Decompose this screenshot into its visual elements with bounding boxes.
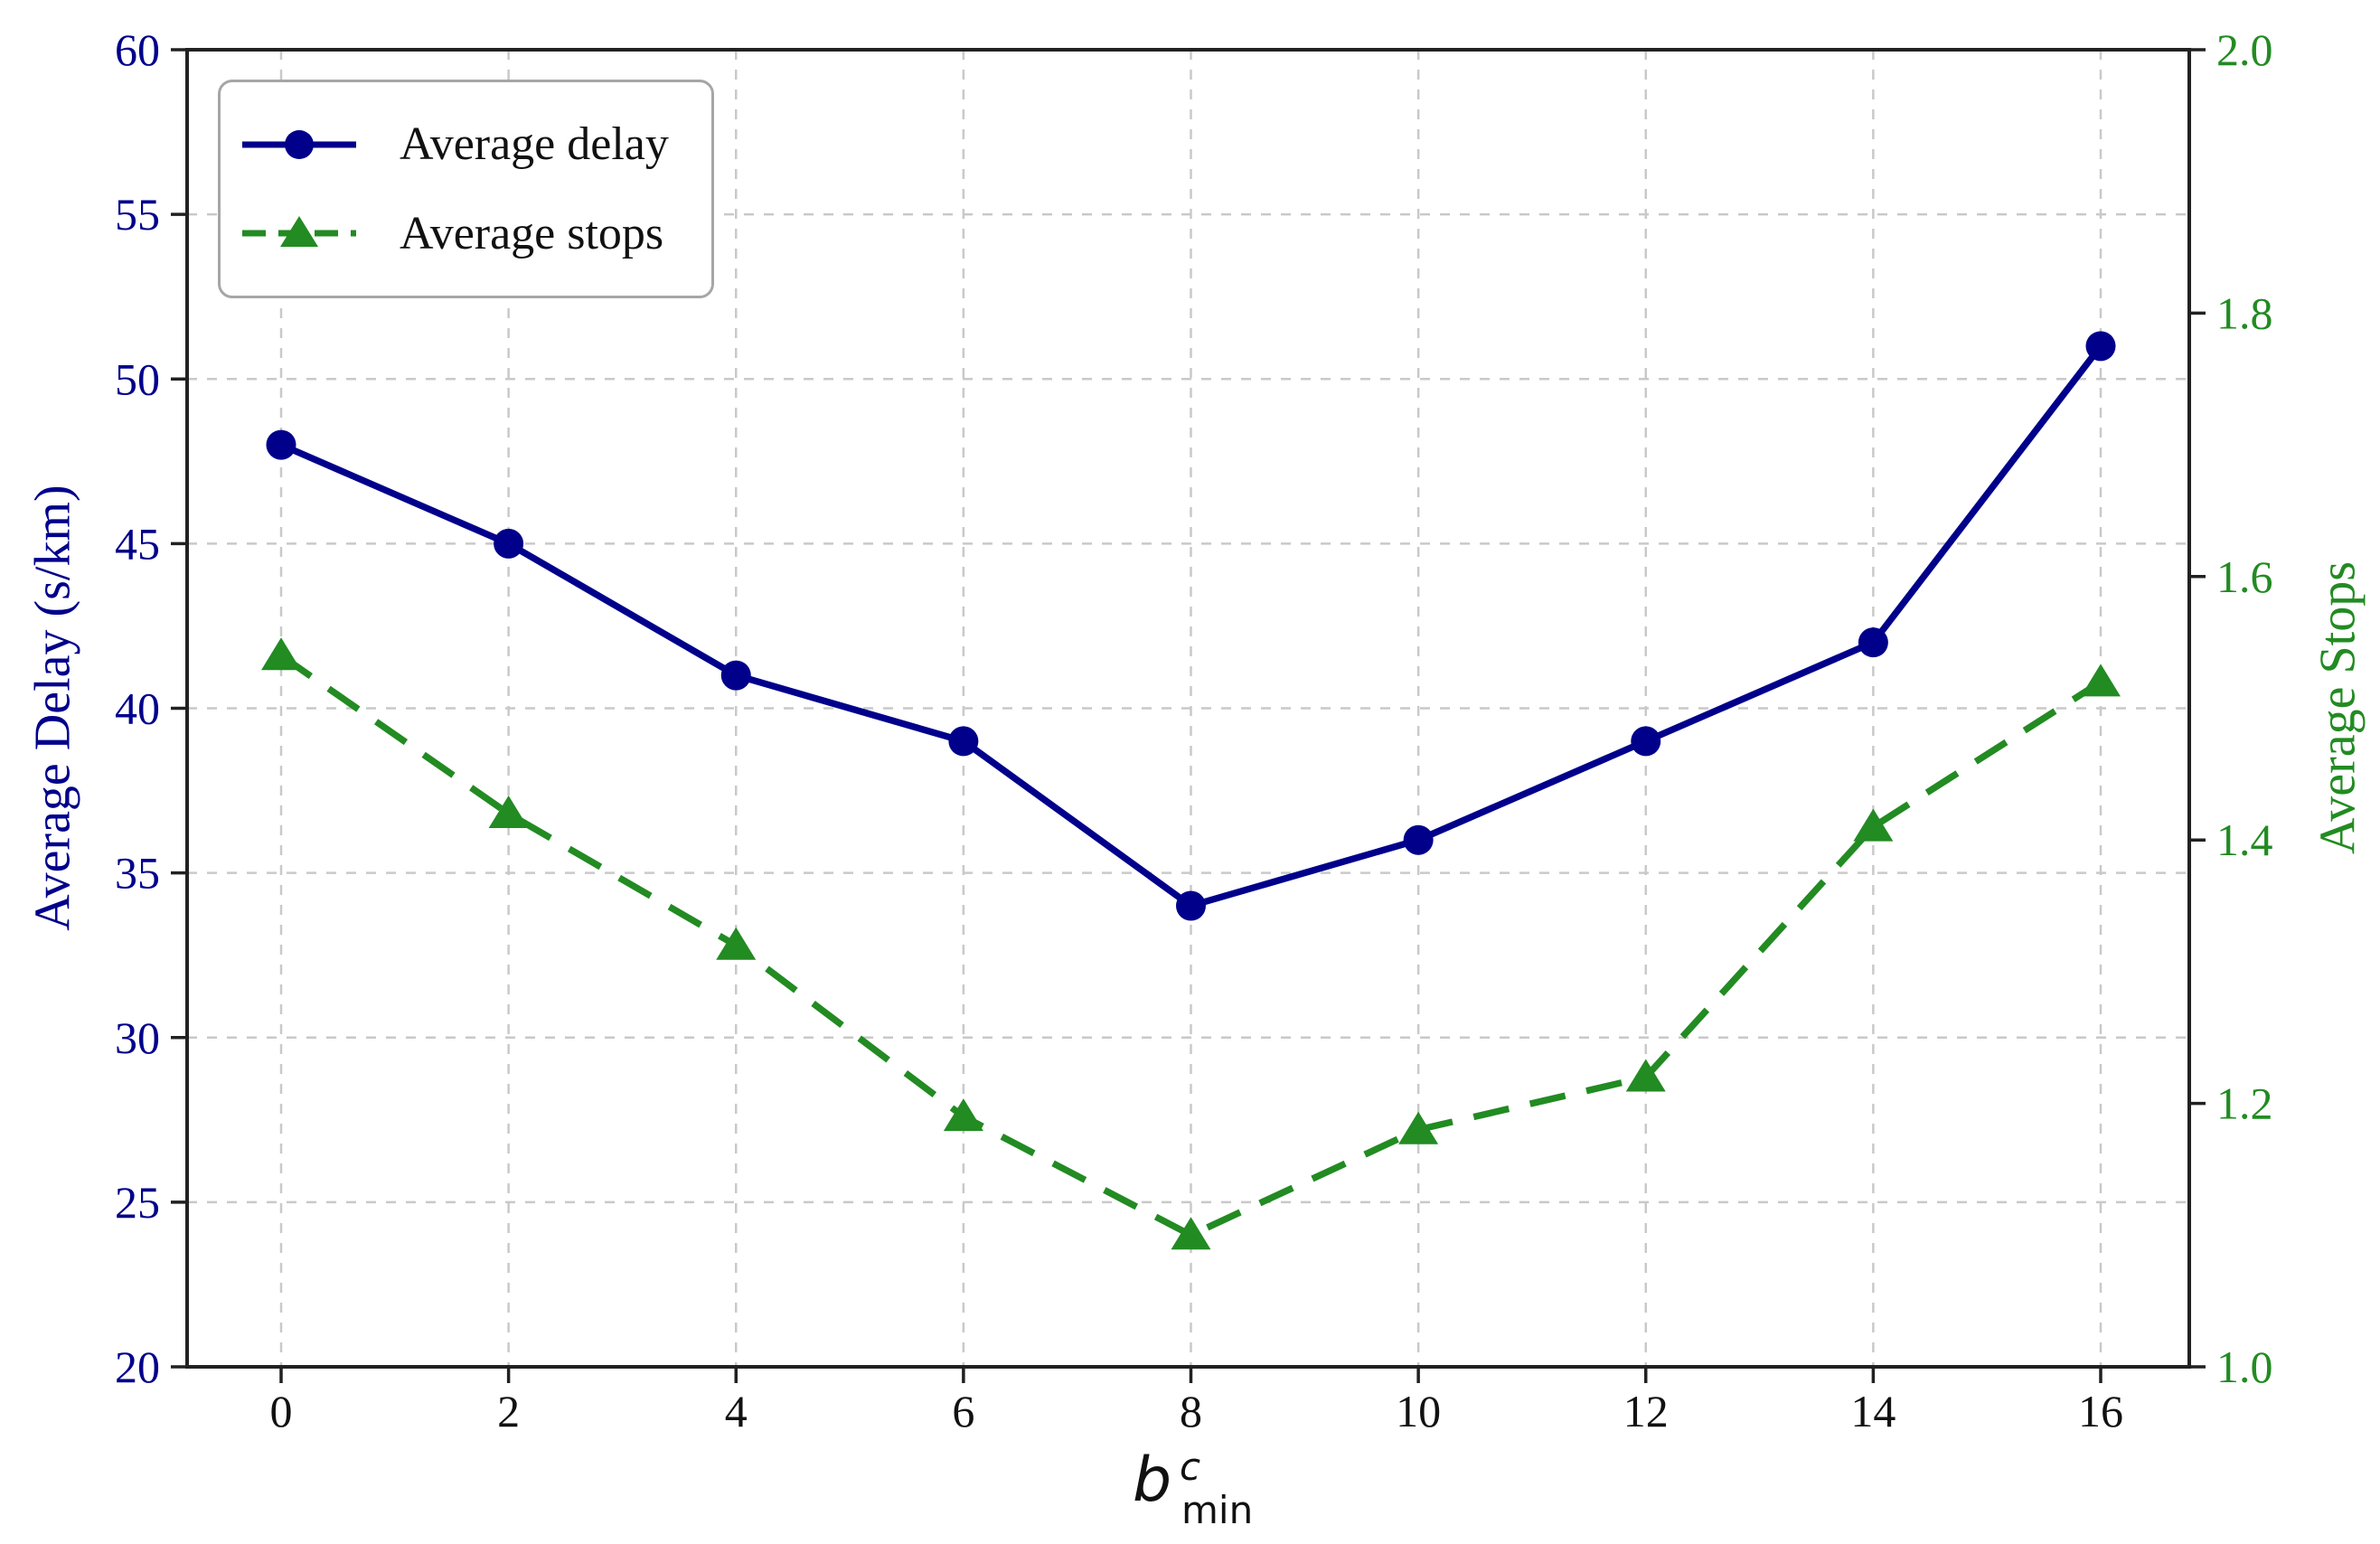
right-tick-label: 1.6 [2216,551,2273,602]
marker-average-delay-x16 [2085,331,2116,362]
left-axis-title: Average Delay (s/km) [24,485,81,931]
marker-average-delay-x10 [1403,824,1434,855]
x-axis-title-superscript: c [1180,1445,1201,1489]
legend-label-average-delay: Average delay [400,118,669,171]
left-tick-label: 35 [115,848,160,899]
left-tick-label: 60 [115,24,160,75]
right-tick-label: 1.2 [2216,1078,2273,1129]
right-tick-label: 1.0 [2216,1342,2273,1392]
legend: Average delay Average stops [218,80,714,298]
marker-average-stops-x8 [1171,1217,1211,1250]
series-line-average-stops [278,653,2102,1238]
legend-item-average-delay: Average delay [240,118,711,171]
legend-swatch-average-stops-icon [242,216,356,248]
marker-average-stops-x10 [1398,1111,1439,1144]
left-tick-label: 45 [115,518,160,569]
x-tick-label: 4 [725,1386,748,1436]
marker-average-stops-x6 [943,1098,983,1132]
left-tick-label: 20 [115,1342,160,1392]
x-tick-label: 12 [1623,1386,1669,1436]
x-tick-label: 2 [497,1386,520,1436]
marker-average-delay-x0 [266,429,296,460]
marker-average-delay-x4 [720,660,751,691]
left-tick-label: 40 [115,683,160,734]
legend-swatch-average-delay-icon [242,129,356,159]
x-tick-label: 10 [1396,1386,1441,1436]
right-axis-title: Average Stops [2309,561,2366,854]
marker-average-stops-x12 [1625,1059,1666,1092]
x-tick-label: 0 [270,1386,293,1436]
marker-average-delay-x6 [948,726,979,757]
x-axis-title-subscript: min [1181,1488,1254,1532]
legend-marker-average-delay [285,129,314,159]
marker-average-delay-x12 [1631,726,1661,757]
x-axis-title: b c min [1133,1445,1331,1544]
right-tick-label: 1.4 [2216,814,2273,865]
marker-average-delay-x8 [1176,890,1206,921]
marker-average-stops-x0 [261,637,301,671]
marker-average-stops-x4 [716,927,757,960]
x-axis-title-base: b [1133,1445,1172,1516]
marker-average-delay-x2 [494,528,524,559]
legend-item-average-stops: Average stops [240,207,711,260]
left-tick-label: 25 [115,1177,160,1228]
x-tick-label: 8 [1180,1386,1202,1436]
marker-average-stops-x14 [1853,808,1894,842]
right-tick-label: 2.0 [2216,24,2273,75]
legend-marker-average-stops [280,216,318,248]
marker-average-delay-x14 [1858,627,1888,658]
x-tick-label: 6 [952,1386,974,1436]
left-tick-label: 55 [115,189,160,240]
left-tick-label: 30 [115,1012,160,1063]
marker-average-stops-x2 [488,796,529,829]
marker-average-stops-x16 [2081,664,2121,697]
left-tick-label: 50 [115,353,160,404]
x-tick-label: 16 [2078,1386,2123,1436]
x-tick-label: 14 [1850,1386,1896,1436]
right-tick-label: 1.8 [2216,287,2273,338]
legend-label-average-stops: Average stops [400,207,664,259]
